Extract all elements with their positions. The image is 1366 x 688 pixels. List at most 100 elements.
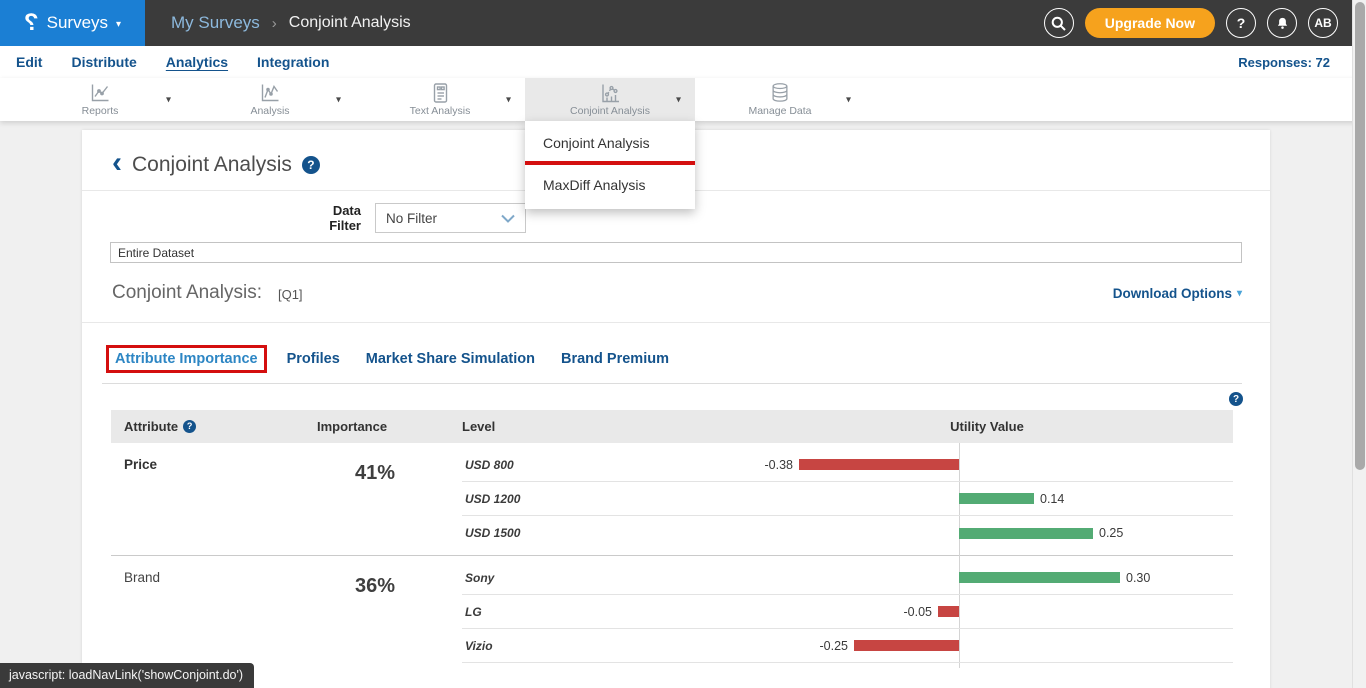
- level-row: USD 800 -0.38: [462, 448, 1233, 482]
- nav-item-distribute[interactable]: Distribute: [71, 54, 137, 70]
- menu-item-maxdiff-analysis[interactable]: MaxDiff Analysis: [543, 177, 646, 193]
- tab-profiles[interactable]: Profiles: [286, 351, 340, 367]
- data-filter-row: Data Filter No Filter: [82, 203, 1270, 233]
- chevron-down-icon: ▾: [116, 18, 122, 30]
- responses-count: Responses: 72: [1238, 54, 1330, 70]
- breadcrumb: My Surveys › Conjoint Analysis: [171, 13, 411, 33]
- bar-segment: [854, 640, 959, 651]
- download-options-label: Download Options: [1112, 285, 1232, 301]
- toolbar-label: Analysis: [250, 105, 290, 117]
- importance-cell: 41%: [355, 462, 396, 484]
- utility-bar: -0.25: [820, 629, 959, 662]
- scrollbar[interactable]: [1352, 0, 1366, 688]
- breadcrumb-my-surveys[interactable]: My Surveys: [171, 13, 260, 32]
- attribute-help-icon[interactable]: ?: [183, 420, 197, 433]
- chevron-down-icon[interactable]: ▾: [845, 94, 851, 105]
- question-icon: ?: [1236, 15, 1246, 31]
- table-header: Attribute ? Importance Level Utility Val…: [111, 410, 1233, 443]
- toolbar-item-manage-data[interactable]: Manage Data ▾: [695, 78, 865, 121]
- bar-segment: [959, 527, 1093, 539]
- tab-market-share-simulation[interactable]: Market Share Simulation: [365, 351, 535, 367]
- question-reference: [Q1]: [277, 286, 303, 302]
- levels-column: USD 800 -0.38 USD 1200 0.14: [462, 448, 1233, 550]
- toolbar-item-reports[interactable]: Reports ▾: [15, 78, 185, 121]
- tab-brand-premium[interactable]: Brand Premium: [561, 351, 669, 367]
- upgrade-now-button[interactable]: Upgrade Now: [1084, 8, 1215, 38]
- nav-item-analytics[interactable]: Analytics: [165, 54, 229, 70]
- utility-value-label: 0.14: [1040, 491, 1065, 506]
- brand-label: Surveys: [46, 13, 109, 32]
- level-name: USD 1500: [465, 526, 521, 540]
- data-filter-select[interactable]: No Filter: [375, 203, 526, 233]
- back-chevron-icon[interactable]: ‹: [112, 146, 122, 179]
- utility-bar: -0.05: [903, 595, 959, 628]
- level-name: USD 800: [465, 457, 514, 472]
- toolbar-item-conjoint-analysis[interactable]: Conjoint Analysis ▾: [525, 78, 695, 121]
- utility-value-label: -0.38: [764, 457, 794, 472]
- breadcrumb-separator-icon: ›: [271, 14, 277, 32]
- level-name: LG: [465, 604, 482, 619]
- utility-value-label: 0.25: [1099, 526, 1124, 540]
- bar-segment: [799, 459, 959, 470]
- chevron-down-icon[interactable]: ▾: [335, 94, 341, 105]
- bar-segment: [959, 572, 1120, 583]
- brand-surveys-menu[interactable]: ? Surveys ▾: [0, 0, 145, 46]
- page-title: Conjoint Analysis: [132, 153, 292, 176]
- column-header-level: Level: [462, 419, 496, 434]
- chevron-down-icon[interactable]: ▾: [165, 94, 171, 105]
- help-button[interactable]: ?: [1226, 8, 1256, 38]
- table-row-group-price: Price 41% USD 800 -0.38 USD 1200: [111, 443, 1233, 555]
- avatar[interactable]: AB: [1308, 8, 1338, 38]
- annotation-red-underline: [525, 161, 695, 165]
- nav-item-integration[interactable]: Integration: [257, 54, 330, 70]
- dataset-value: Entire Dataset: [118, 245, 195, 260]
- utility-bar: 0.14: [959, 482, 1064, 515]
- section-title: Conjoint Analysis:: [112, 282, 262, 303]
- table-help-row: ?: [82, 392, 1270, 406]
- chevron-down-icon[interactable]: ▾: [505, 94, 511, 105]
- attribute-cell: Brand: [124, 570, 161, 585]
- table-row-group-brand: Brand 36% Sony 0.30 LG -0.05: [111, 555, 1233, 668]
- trend-chart-icon: [261, 84, 279, 102]
- utility-value-label: 0.30: [1126, 570, 1151, 585]
- scrollbar-thumb[interactable]: [1355, 2, 1365, 470]
- title-help-icon[interactable]: ?: [301, 156, 320, 174]
- breadcrumb-current: Conjoint Analysis: [288, 14, 411, 31]
- zero-axis-line: [959, 443, 960, 668]
- chevron-down-icon[interactable]: ▾: [675, 94, 681, 105]
- nav-item-edit[interactable]: Edit: [16, 54, 43, 70]
- dataset-field[interactable]: Entire Dataset: [110, 242, 1242, 263]
- level-row: Vizio -0.25: [462, 629, 1233, 663]
- utility-table: Attribute ? Importance Level Utility Val…: [111, 410, 1233, 668]
- questionpro-logo-icon: ?: [23, 9, 39, 36]
- notifications-button[interactable]: [1267, 8, 1297, 38]
- tabs-row: Attribute Importance Profiles Market Sha…: [102, 345, 1242, 384]
- level-name: USD 1200: [465, 491, 521, 506]
- utility-value-label: -0.05: [903, 604, 933, 619]
- toolbar-label: Conjoint Analysis: [570, 105, 650, 117]
- column-header-attribute: Attribute ?: [124, 410, 197, 443]
- toolbar-item-analysis[interactable]: Analysis ▾: [185, 78, 355, 121]
- table-help-icon[interactable]: ?: [1229, 392, 1243, 406]
- table-body: Price 41% USD 800 -0.38 USD 1200: [111, 443, 1233, 668]
- level-row: USD 1200 0.14: [462, 482, 1233, 516]
- download-options-button[interactable]: Download Options ▾: [1113, 286, 1242, 301]
- tab-attribute-importance[interactable]: Attribute Importance: [106, 345, 267, 373]
- analytics-toolbar: Reports ▾ Analysis ▾ Text Analysis ▾ Con…: [0, 78, 1366, 121]
- toolbar-item-text-analysis[interactable]: Text Analysis ▾: [355, 78, 525, 121]
- conjoint-dropdown-menu: Conjoint Analysis MaxDiff Analysis: [525, 121, 695, 209]
- line-chart-icon: [91, 84, 109, 102]
- menu-item-conjoint-analysis[interactable]: Conjoint Analysis: [543, 135, 650, 151]
- column-header-importance: Importance: [317, 419, 388, 434]
- utility-bar: 0.30: [959, 561, 1150, 594]
- bell-icon: [1277, 17, 1287, 29]
- document-icon: [433, 83, 448, 103]
- search-icon: [1051, 16, 1066, 31]
- header-actions: Upgrade Now ? AB: [1043, 8, 1338, 38]
- levels-column: Sony 0.30 LG -0.05 Viz: [462, 561, 1233, 663]
- search-button[interactable]: [1043, 8, 1074, 38]
- level-row: USD 1500 0.25: [462, 516, 1233, 550]
- column-header-utility-value: Utility Value: [950, 419, 1024, 434]
- attribute-cell: Price: [124, 457, 158, 472]
- level-row: LG -0.05: [462, 595, 1233, 629]
